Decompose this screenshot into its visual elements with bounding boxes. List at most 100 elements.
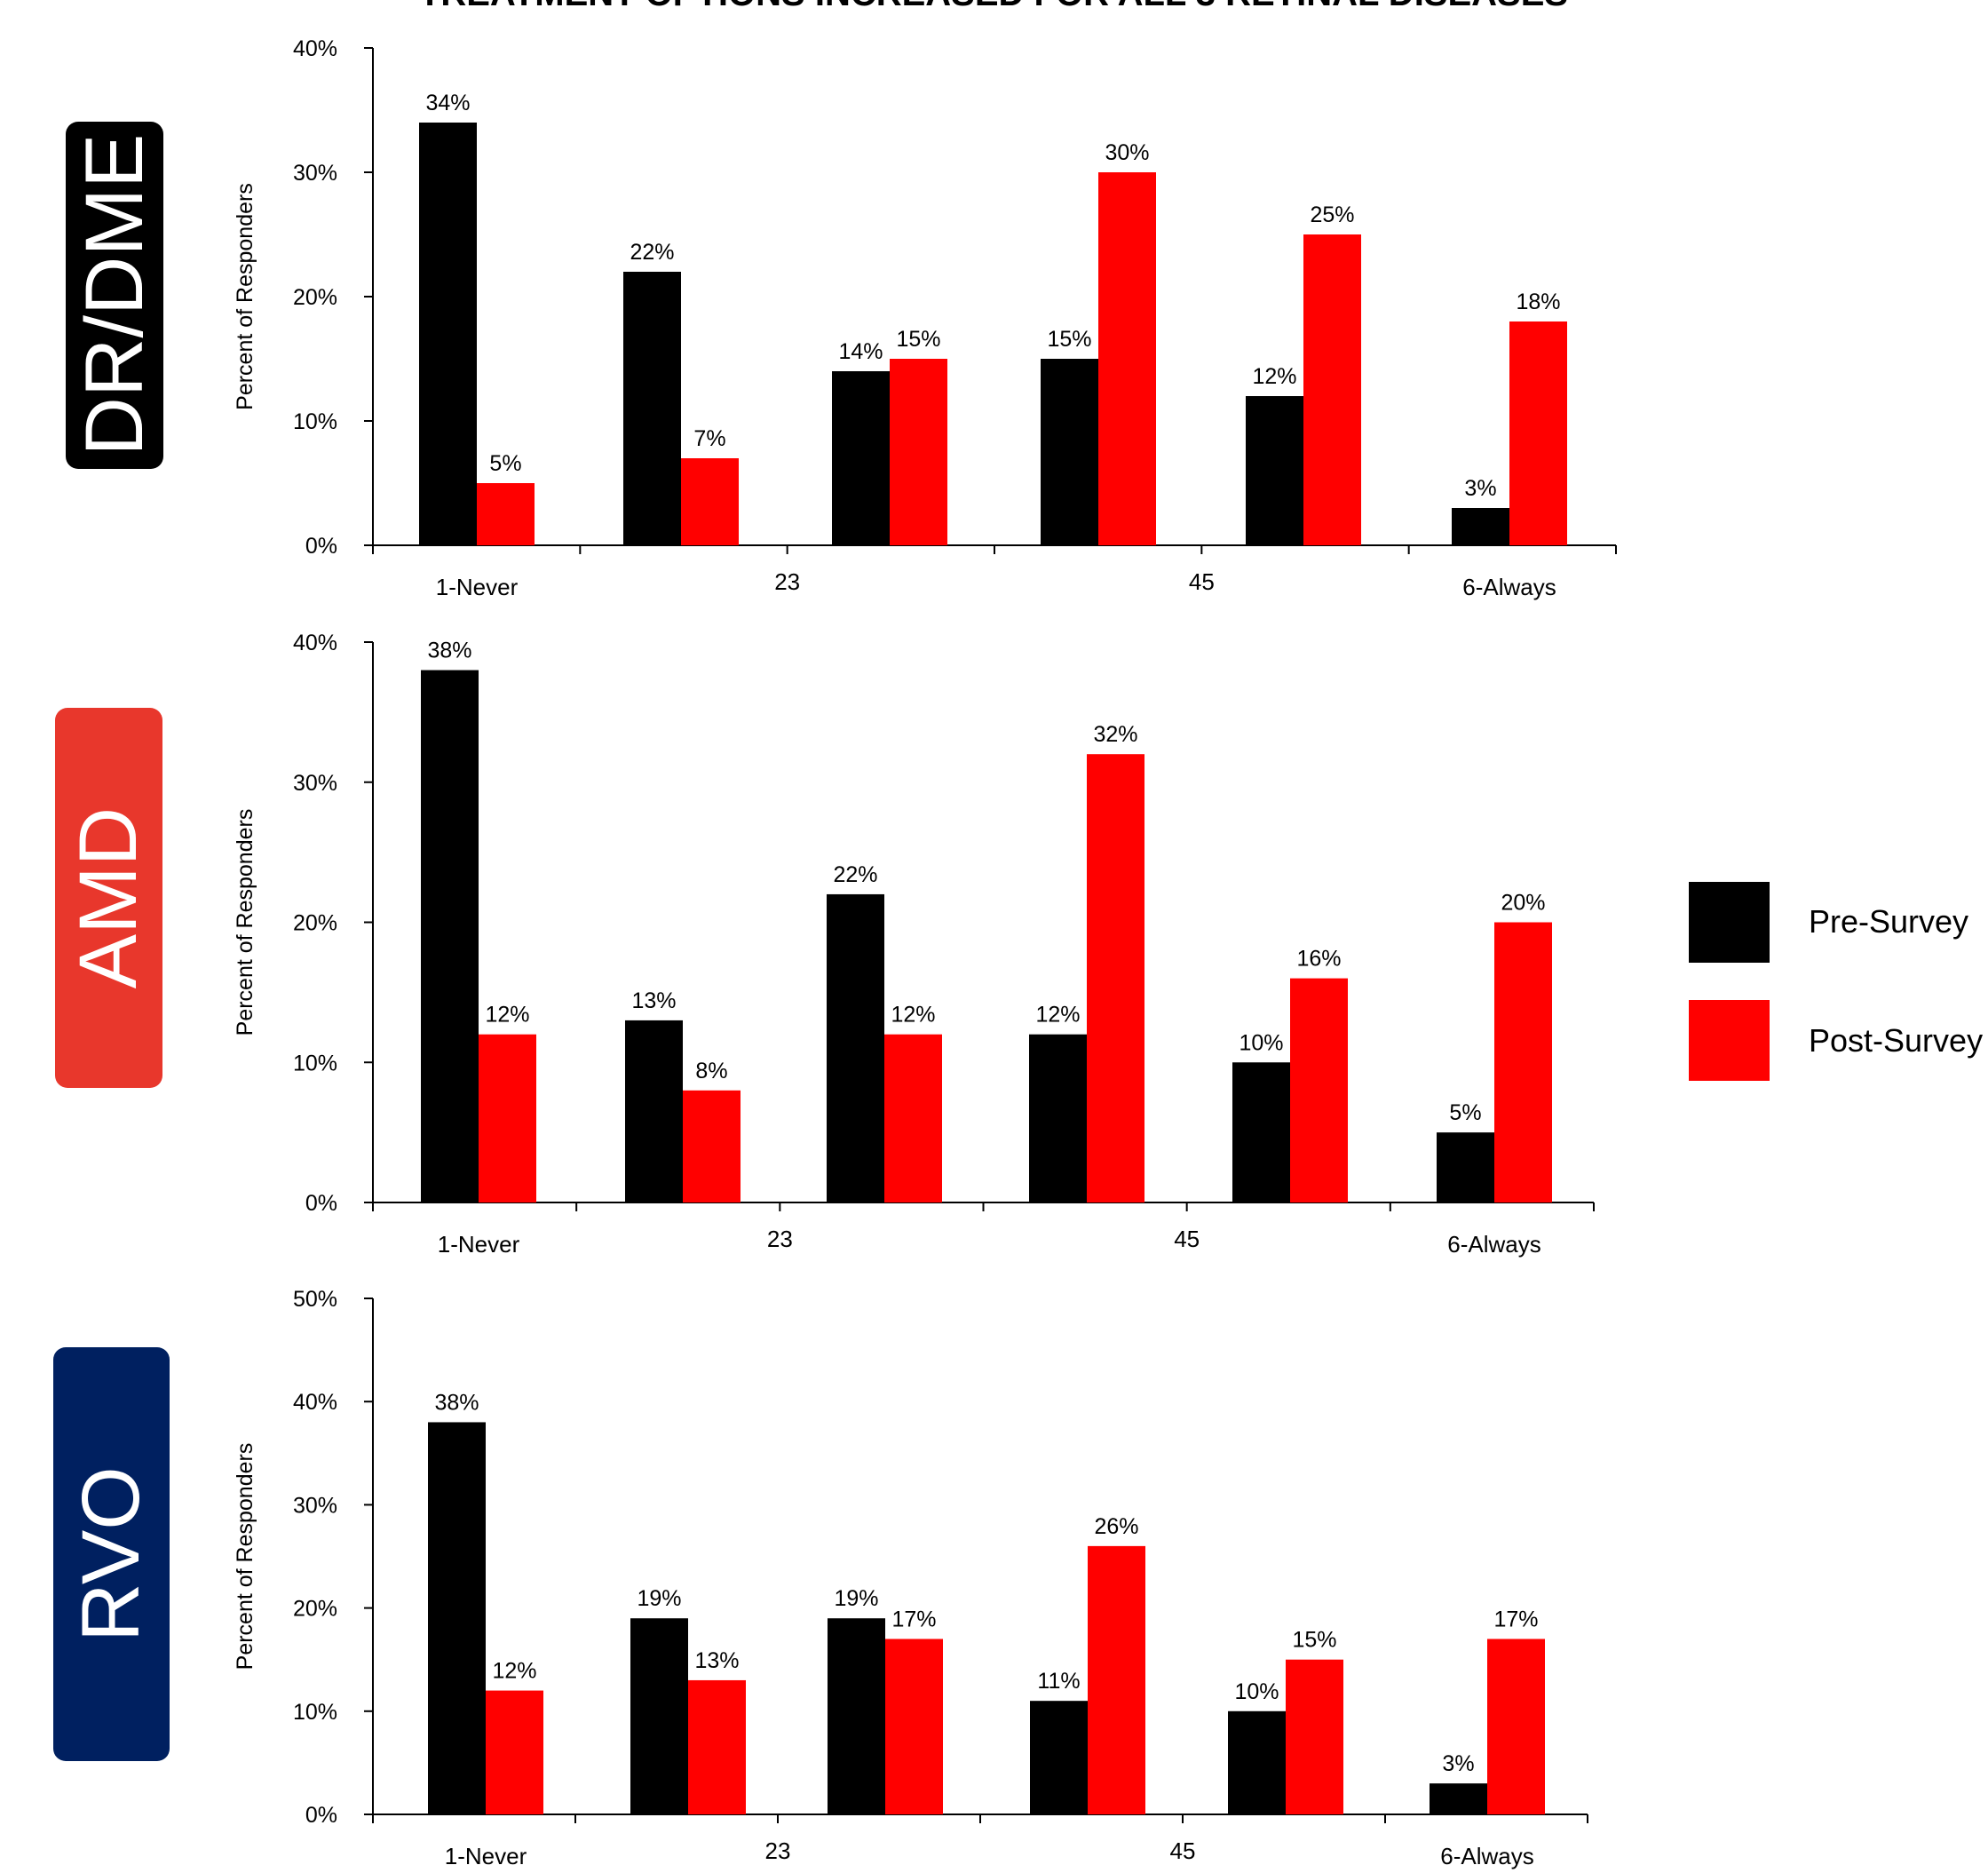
bar-pre-survey-4	[1041, 359, 1098, 545]
x-category-label-1-never: 1-Never	[436, 574, 519, 600]
data-label-pre-survey: 12%	[1252, 364, 1296, 389]
bar-post-survey-5	[1303, 234, 1361, 545]
bar-post-survey-6-always	[1509, 321, 1567, 545]
data-label-pre-survey: 38%	[427, 639, 471, 663]
bar-pre-survey-4	[1029, 1034, 1087, 1202]
data-label-post-survey: 12%	[485, 1003, 529, 1028]
data-label-pre-survey: 19%	[637, 1586, 681, 1611]
legend-label-pre-survey: Pre-Survey	[1809, 903, 1968, 940]
data-label-pre-survey: 34%	[425, 91, 470, 115]
y-tick-label: 0%	[305, 534, 337, 559]
x-category-label-6-always: 6-Always	[1440, 1843, 1533, 1869]
data-label-pre-survey: 14%	[838, 339, 883, 364]
y-tick-label: 30%	[293, 771, 337, 796]
chart-panel-dr-dme: DR/DME Percent of Responders 0% 10% 20% 30% 40…	[66, 36, 1617, 600]
group-badge-dr-dme	[66, 122, 163, 469]
legend-swatch-pre-survey	[1689, 882, 1770, 963]
data-label-pre-survey: 11%	[1037, 1669, 1080, 1694]
data-label-post-survey: 18%	[1516, 290, 1560, 314]
bar-pre-survey-6-always	[1452, 508, 1509, 545]
data-label-post-survey: 12%	[891, 1003, 935, 1028]
chart-panel-rvo: RVO Percent of Responders 0% 10% 20% 30% 40% 50…	[53, 1287, 1588, 1869]
bar-post-survey-6-always	[1494, 922, 1552, 1202]
figure-title: TREATMENT OPTIONS INCREASED FOR ALL 3 RE…	[419, 0, 1568, 13]
bar-pre-survey-3	[827, 893, 884, 1202]
y-axis-title: Percent of Responders	[233, 183, 257, 410]
bar-post-survey-2	[688, 1679, 746, 1814]
x-category-label-23: 23	[765, 1837, 791, 1864]
x-category-label-6-always: 6-Always	[1447, 1231, 1541, 1258]
legend: Pre-Survey Post-Survey	[1689, 882, 1983, 1081]
y-tick-label: 50%	[293, 1287, 337, 1312]
data-label-post-survey: 17%	[1493, 1607, 1538, 1631]
bar-post-survey-1-never	[479, 1034, 536, 1202]
group-badge-amd	[55, 708, 162, 1088]
y-tick-label: 40%	[293, 631, 337, 655]
x-category-label-1-never: 1-Never	[445, 1843, 527, 1869]
bar-post-survey-3	[890, 359, 947, 545]
bar-post-survey-6-always	[1487, 1639, 1545, 1814]
data-label-post-survey: 17%	[891, 1607, 936, 1631]
x-category-label-1-never: 1-Never	[438, 1231, 520, 1258]
y-tick-label: 10%	[293, 1700, 337, 1725]
y-tick-label: 20%	[293, 1597, 337, 1622]
data-label-post-survey: 26%	[1094, 1514, 1138, 1539]
x-category-label-23: 23	[774, 568, 800, 595]
bar-post-survey-4	[1088, 1545, 1145, 1814]
x-category-label-23: 23	[767, 1226, 793, 1252]
y-axis-title: Percent of Responders	[233, 809, 257, 1036]
y-tick-label: 10%	[293, 1051, 337, 1075]
data-label-post-survey: 7%	[693, 426, 725, 451]
group-badge-label: AMD	[63, 807, 154, 988]
data-label-pre-survey: 38%	[434, 1390, 479, 1415]
bar-post-survey-5	[1290, 978, 1348, 1202]
data-label-post-survey: 20%	[1501, 891, 1545, 916]
y-tick-label: 40%	[293, 36, 337, 61]
bar-post-survey-2	[681, 458, 739, 545]
bar-pre-survey-1-never	[421, 670, 479, 1202]
data-label-post-survey: 12%	[492, 1659, 536, 1684]
bar-post-survey-4	[1087, 754, 1144, 1202]
y-tick-label: 10%	[293, 409, 337, 434]
legend-label-post-survey: Post-Survey	[1809, 1022, 1983, 1059]
bar-pre-survey-3	[832, 371, 890, 545]
bar-pre-survey-5	[1232, 1062, 1290, 1202]
y-tick-label: 40%	[293, 1390, 337, 1415]
data-label-pre-survey: 12%	[1035, 1003, 1080, 1028]
chart-panel-amd: AMD Percent of Responders 0% 10% 20% 30% 40% 1-…	[55, 631, 1595, 1258]
y-tick-label: 30%	[293, 1493, 337, 1518]
bar-post-survey-1-never	[486, 1690, 543, 1814]
x-category-label-6-always: 6-Always	[1462, 574, 1556, 600]
data-label-pre-survey: 10%	[1239, 1030, 1283, 1055]
y-tick-label: 20%	[293, 285, 337, 310]
bar-pre-survey-5	[1246, 396, 1303, 545]
bar-pre-survey-2	[625, 1020, 683, 1202]
bar-post-survey-2	[683, 1090, 741, 1202]
data-label-post-survey: 13%	[694, 1648, 739, 1673]
data-label-post-survey: 15%	[896, 327, 940, 352]
bar-pre-survey-1-never	[419, 123, 477, 545]
data-label-pre-survey: 5%	[1449, 1100, 1481, 1125]
data-label-post-survey: 32%	[1093, 722, 1137, 747]
x-category-label-45: 45	[1189, 568, 1215, 595]
bar-pre-survey-4	[1030, 1701, 1088, 1814]
bar-pre-survey-2	[630, 1618, 688, 1814]
bar-pre-survey-5	[1228, 1710, 1286, 1814]
data-label-pre-survey: 13%	[631, 988, 676, 1013]
bar-pre-survey-6-always	[1430, 1783, 1487, 1814]
data-label-pre-survey: 22%	[833, 862, 877, 887]
bar-post-survey-1-never	[477, 483, 535, 545]
y-tick-label: 0%	[305, 1191, 337, 1216]
bar-pre-survey-2	[623, 272, 681, 545]
data-label-pre-survey: 15%	[1047, 327, 1091, 352]
x-category-label-45: 45	[1174, 1226, 1200, 1252]
bar-pre-survey-1-never	[428, 1422, 486, 1814]
data-label-post-survey: 25%	[1310, 202, 1354, 227]
data-label-pre-survey: 3%	[1464, 476, 1496, 501]
data-label-post-survey: 15%	[1292, 1628, 1336, 1653]
group-badge-label: DR/DME	[69, 134, 160, 456]
y-axis-title: Percent of Responders	[233, 1443, 257, 1671]
data-label-pre-survey: 22%	[630, 240, 674, 265]
group-badge-label: RVO	[66, 1466, 156, 1642]
bar-post-survey-3	[885, 1639, 943, 1814]
